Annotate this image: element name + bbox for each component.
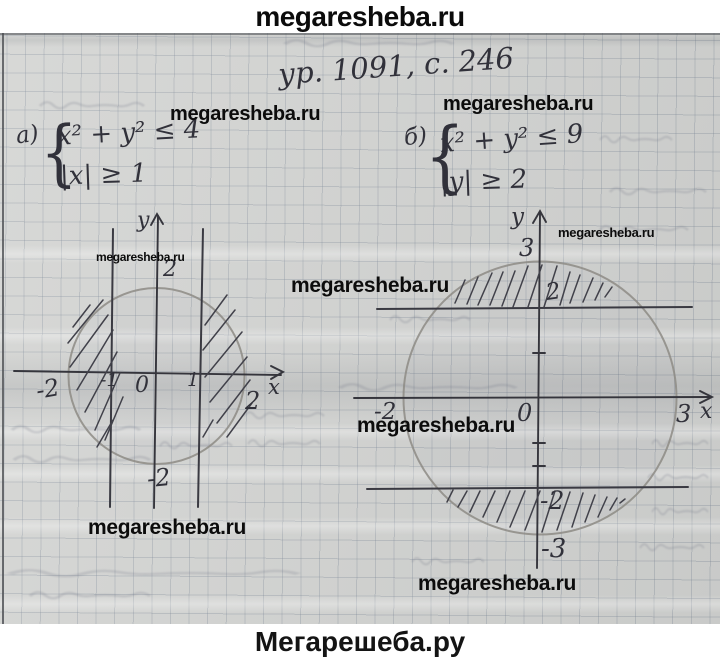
- scan-shadow-band: [0, 33, 720, 47]
- watermark-part-a: megaresheba.ru: [170, 103, 321, 125]
- graph-a-ytick-neg2: -2: [145, 462, 172, 494]
- site-header: megaresheba.ru: [255, 1, 465, 32]
- graph-a-origin-label: 0: [135, 373, 149, 398]
- site-footer: Мегарешеба.ру: [0, 624, 720, 659]
- watermark-bottom-right: megaresheba.ru: [418, 572, 577, 595]
- watermark-middle-right: megaresheba.ru: [357, 414, 516, 437]
- graph-a-xtick-1: 1: [187, 369, 200, 391]
- scan-top-edge: [0, 33, 720, 35]
- graph-a-y-axis-label: y: [137, 208, 150, 233]
- part-b-equation-2: |y| ≥ 2: [439, 164, 528, 198]
- scan-light-band: [0, 327, 720, 345]
- graph-b-y-axis-label: y: [511, 204, 524, 230]
- scan-light-band: [0, 465, 720, 483]
- graph-b-ytick-2: 2: [544, 278, 563, 306]
- scan-light-band: [0, 595, 720, 613]
- graph-b-ytick-neg2: -2: [540, 486, 565, 515]
- graph-a-xtick-neg1: -1: [100, 369, 119, 391]
- graph-b-xtick-neg2: -2: [374, 399, 397, 425]
- graph-b-x-axis-label: x: [700, 399, 713, 424]
- watermark-bottom-left: megaresheba.ru: [88, 516, 247, 539]
- part-a-brace: {: [40, 110, 78, 194]
- part-a-label: а): [14, 120, 41, 150]
- graph-b-xtick-3: 3: [676, 400, 692, 428]
- watermark-middle-left: megaresheba.ru: [291, 274, 450, 297]
- graph-b-ytick-neg3: -3: [541, 534, 567, 564]
- graph-b-origin-label: 0: [517, 399, 533, 427]
- watermark-graph-a-small: megaresheba.ru: [96, 250, 185, 264]
- scan-left-edge: [2, 33, 4, 625]
- watermark-graph-b-small: megaresheba.ru: [558, 225, 655, 240]
- graph-a-x-axis-label: x: [268, 375, 280, 399]
- graph-a-ytick-2: 2: [163, 257, 177, 282]
- part-b-brace: {: [424, 112, 465, 202]
- watermark-part-b: megaresheba.ru: [443, 93, 594, 115]
- part-a-equation-2: |x| ≥ 1: [59, 158, 148, 192]
- graph-a-xtick-neg2: -2: [33, 373, 62, 405]
- graph-a-xtick-2: 2: [245, 387, 261, 415]
- graph-b-ytick-3: 3: [519, 234, 535, 262]
